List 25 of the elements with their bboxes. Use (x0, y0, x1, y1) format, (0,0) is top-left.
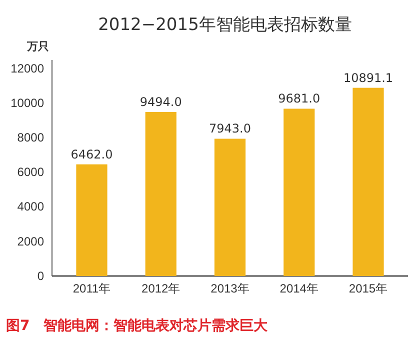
y-tick-label: 0 (37, 268, 44, 283)
caption: 图7 智能电网：智能电表对芯片需求巨大 (6, 318, 269, 334)
y-tick-label: 12000 (10, 61, 44, 76)
x-tick-label: 2011年 (72, 282, 111, 296)
y-axis-title: 万只 (26, 40, 49, 53)
y-tick-label: 10000 (10, 96, 44, 110)
bar (284, 108, 315, 276)
data-label: 9681.0 (278, 92, 320, 106)
bar (352, 88, 384, 276)
chart-title: 2012−2015年智能电表招标数量 (98, 15, 352, 35)
y-tick-label: 4000 (17, 200, 44, 214)
y-tick-label: 8000 (17, 130, 44, 145)
data-label: 7943.0 (209, 122, 251, 136)
x-tick-label: 2014年 (280, 282, 318, 296)
bar (214, 138, 246, 276)
bar (76, 164, 108, 276)
x-tick-label: 2012年 (142, 282, 180, 296)
bar (145, 112, 176, 276)
data-label: 6462.0 (70, 147, 113, 162)
data-label: 9494.0 (140, 94, 182, 109)
x-tick-label: 2013年 (210, 282, 250, 296)
y-tick-label: 6000 (17, 165, 44, 180)
y-tick-label: 2000 (17, 234, 44, 248)
x-tick-label: 2015年 (348, 282, 388, 296)
data-label: 10891.1 (343, 70, 394, 85)
